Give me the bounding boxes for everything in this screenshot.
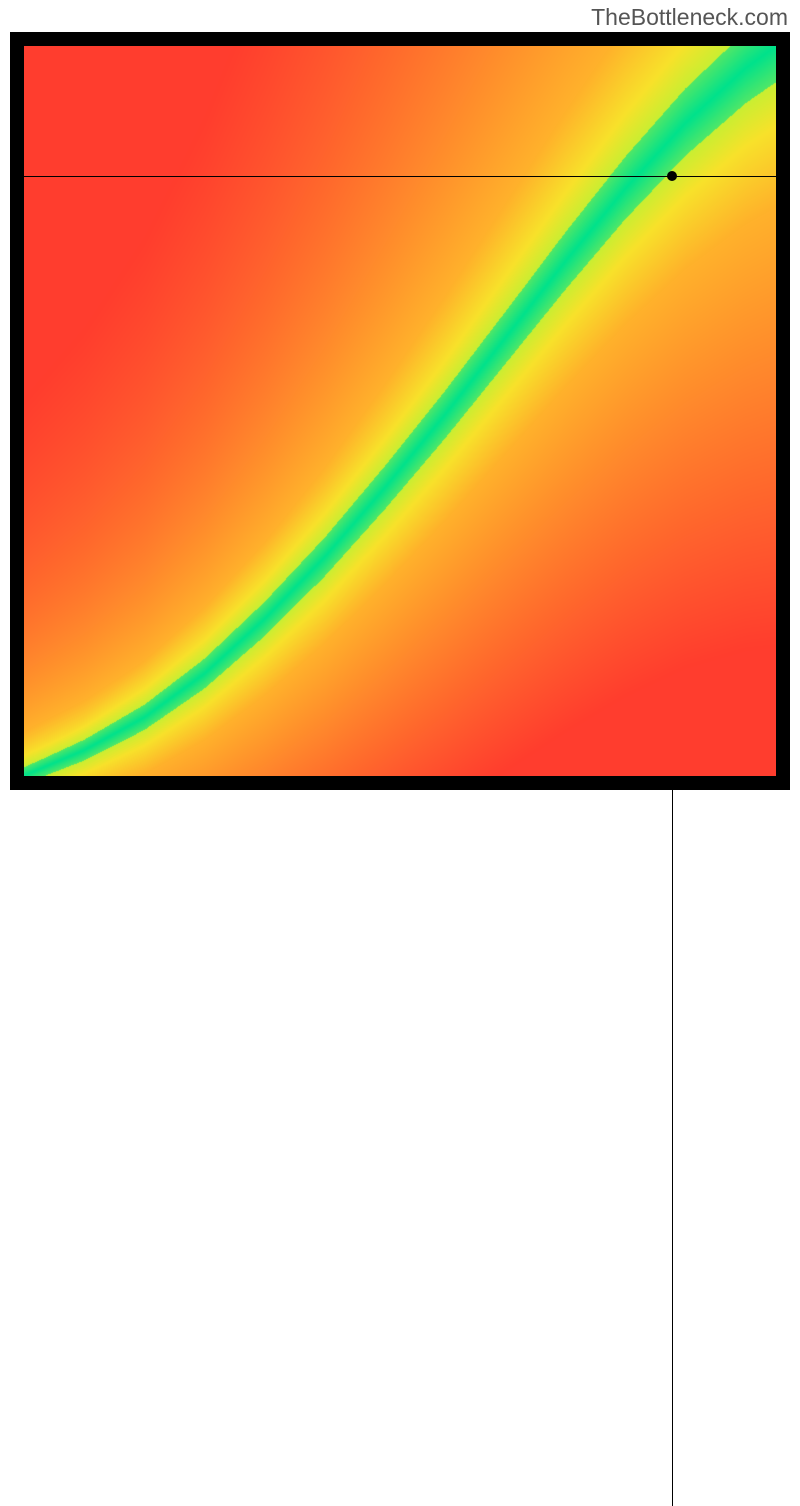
crosshair-horizontal <box>24 176 776 177</box>
plot-frame <box>10 32 790 790</box>
crosshair-vertical <box>672 776 673 1506</box>
heatmap-canvas <box>24 46 776 776</box>
plot-inner <box>24 46 776 776</box>
crosshair-marker <box>667 171 677 181</box>
watermark-text: TheBottleneck.com <box>591 4 788 31</box>
